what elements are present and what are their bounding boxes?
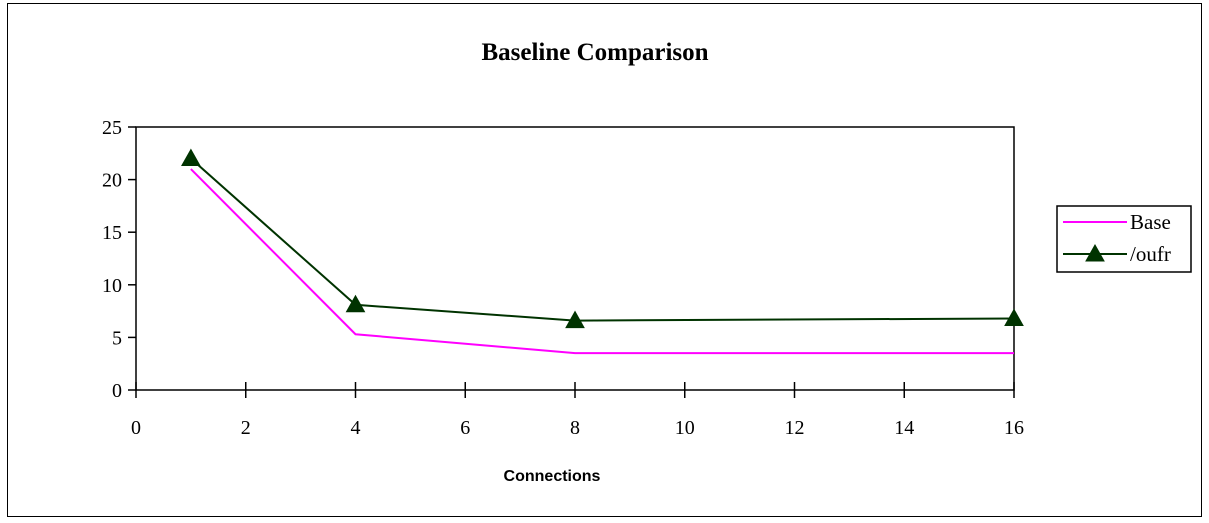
x-tick-label: 8: [570, 417, 580, 439]
data-point-oufr: [181, 148, 201, 167]
legend-label-base: Base: [1130, 210, 1171, 234]
x-tick-label: 10: [675, 417, 695, 439]
series-line-oufr: [190, 157, 1015, 322]
series-layer: [181, 148, 1024, 355]
x-tick-label: 14: [894, 417, 914, 439]
x-axis: 0 2 4 6 8 10 12 14 16: [131, 382, 1024, 439]
legend-marker-oufr: [1085, 243, 1105, 262]
y-tick-label: 15: [102, 222, 122, 244]
y-tick-label: 25: [102, 117, 122, 139]
chart-frame: [7, 3, 1202, 517]
data-point-oufr: [345, 294, 366, 313]
plot-area: [135, 126, 1015, 391]
x-axis-label: Connections: [504, 468, 601, 485]
data-point-oufr: [1004, 308, 1024, 326]
series-line-base: [190, 168, 1014, 355]
y-tick-label: 0: [112, 380, 122, 402]
y-axis: 0 5 10 15 20 25: [102, 117, 136, 402]
x-tick-label: 4: [351, 417, 361, 439]
y-tick-label: 20: [102, 170, 122, 192]
y-tick-label: 10: [102, 275, 122, 297]
legend-box: [1056, 205, 1192, 273]
legend-label-oufr: /oufr: [1130, 242, 1171, 266]
x-tick-label: 6: [460, 417, 470, 439]
x-tick-label: 0: [131, 417, 141, 439]
y-tick-label: 5: [112, 327, 122, 349]
chart-title: Baseline Comparison: [481, 39, 708, 66]
x-tick-label: 2: [241, 417, 251, 439]
x-tick-label: 16: [1004, 417, 1024, 439]
data-point-oufr: [565, 310, 585, 329]
x-tick-label: 12: [785, 417, 805, 439]
legend: Base/oufr: [1056, 205, 1192, 273]
